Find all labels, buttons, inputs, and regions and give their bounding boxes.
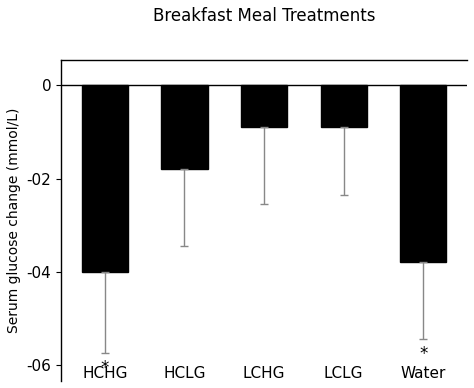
Y-axis label: Serum glucose change (mmol/L): Serum glucose change (mmol/L) (7, 108, 21, 333)
Text: *: * (100, 359, 109, 377)
Bar (161, 85, 208, 169)
Title: Breakfast Meal Treatments: Breakfast Meal Treatments (153, 7, 375, 25)
Bar (241, 85, 287, 127)
Text: LCLG: LCLG (324, 366, 364, 381)
Text: Water: Water (401, 366, 446, 381)
Text: HCHG: HCHG (82, 366, 128, 381)
Bar (82, 85, 128, 272)
Bar (400, 85, 447, 262)
Bar (320, 85, 367, 127)
Text: *: * (419, 345, 428, 363)
Text: HCLG: HCLG (163, 366, 206, 381)
Text: LCHG: LCHG (243, 366, 285, 381)
